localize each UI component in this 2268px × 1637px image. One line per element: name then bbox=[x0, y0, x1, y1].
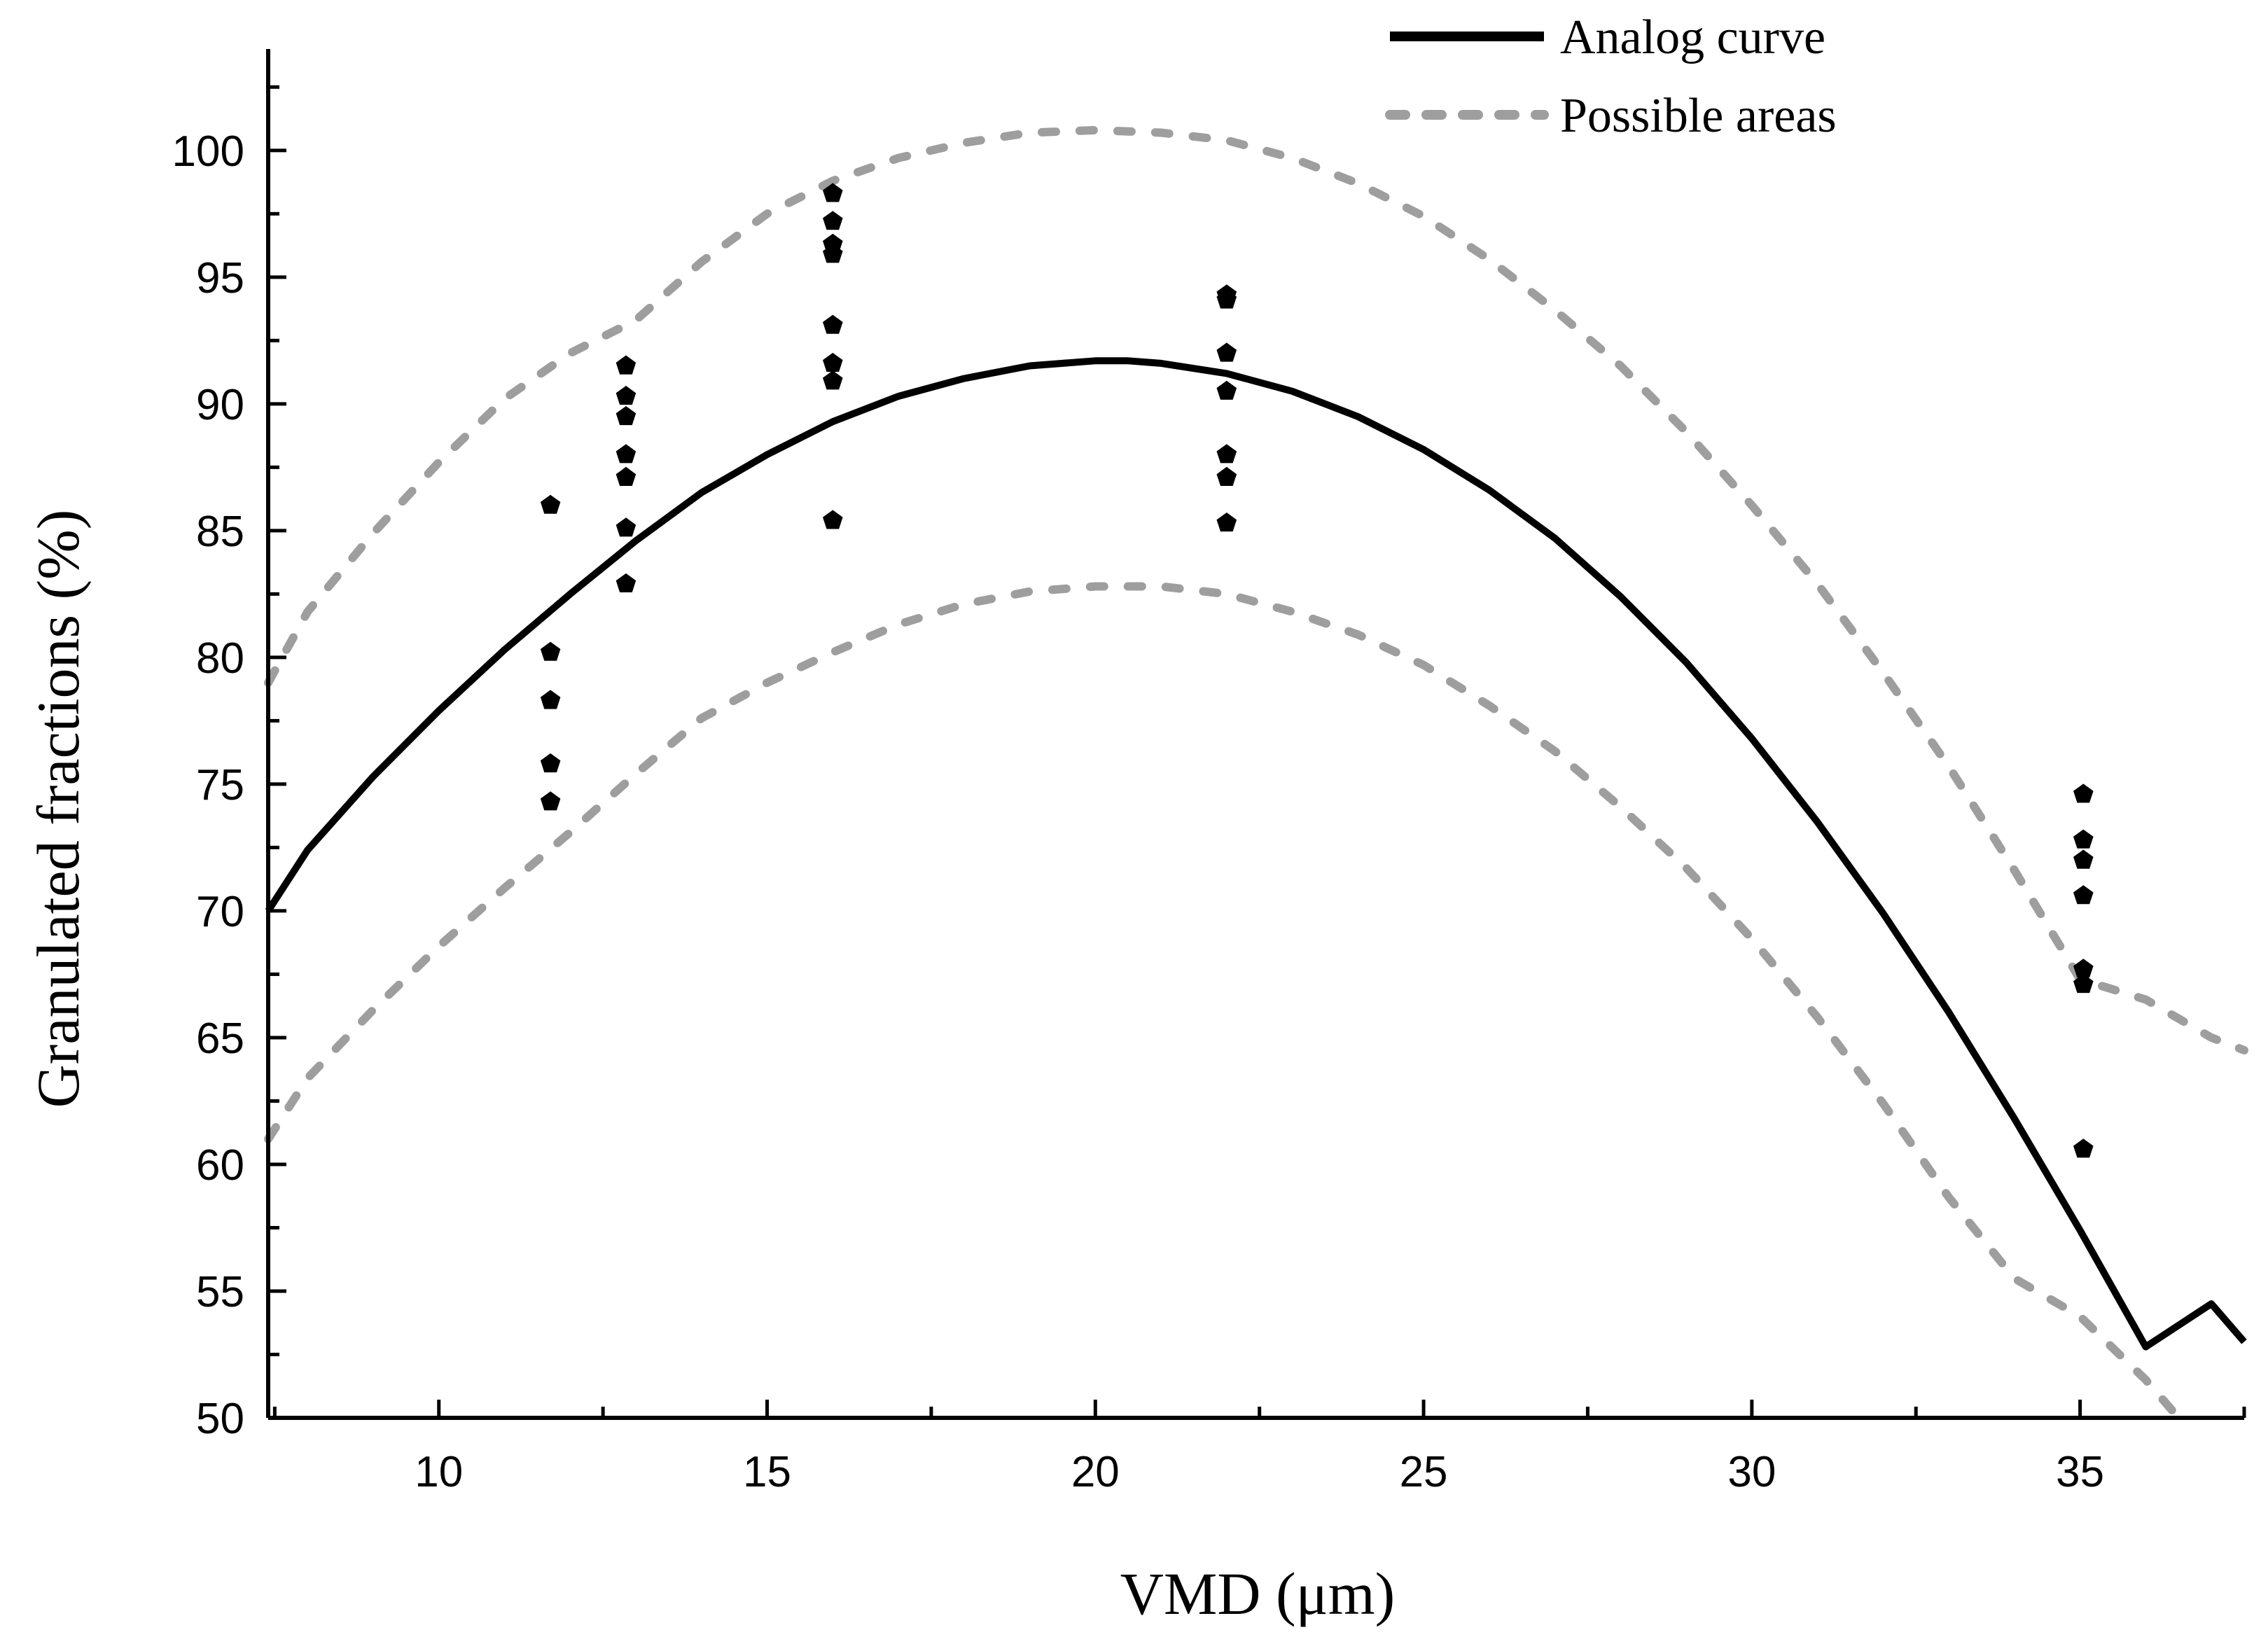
data-point bbox=[2073, 885, 2094, 905]
y-tick-label: 55 bbox=[196, 1268, 244, 1316]
possible-area-lower-line bbox=[264, 582, 2176, 1415]
y-tick-label: 75 bbox=[196, 761, 244, 809]
y-axis-title: Granulated fractions (%) bbox=[25, 510, 92, 1108]
legend: Analog curve Possible areas bbox=[1385, 11, 1837, 143]
data-point bbox=[2073, 829, 2094, 849]
ticks bbox=[268, 85, 2246, 1420]
y-tick-label: 60 bbox=[196, 1141, 244, 1190]
data-point bbox=[2073, 783, 2094, 803]
legend-label-possible: Possible areas bbox=[1560, 89, 1837, 143]
y-tick-label: 90 bbox=[196, 381, 244, 429]
tick-labels: 50 55 60 65 70 75 80 85 90 95 100 10 15 20 25 30 35 bbox=[172, 127, 2105, 1496]
x-tick-label: 35 bbox=[2056, 1448, 2104, 1496]
data-point bbox=[540, 791, 561, 811]
data-point bbox=[2073, 959, 2094, 978]
data-point bbox=[540, 494, 561, 514]
data-point bbox=[1216, 513, 1237, 532]
data-points bbox=[540, 183, 2094, 1158]
data-point bbox=[540, 690, 561, 709]
y-tick-label: 80 bbox=[196, 634, 244, 683]
x-axis-title: VMD (μm) bbox=[1120, 1560, 1395, 1627]
y-tick-label: 50 bbox=[196, 1395, 244, 1443]
data-point bbox=[2073, 849, 2094, 869]
data-point bbox=[823, 314, 843, 334]
y-tick-label: 70 bbox=[196, 888, 244, 936]
axes bbox=[266, 49, 2244, 1420]
data-point bbox=[615, 444, 636, 464]
data-point bbox=[823, 370, 843, 390]
data-point bbox=[615, 386, 636, 405]
x-tick-label: 20 bbox=[1071, 1448, 1120, 1496]
data-point bbox=[540, 753, 561, 773]
data-point bbox=[823, 352, 843, 372]
data-point bbox=[2073, 1138, 2094, 1158]
plot-lines bbox=[264, 125, 2248, 1415]
y-tick-label: 85 bbox=[196, 508, 244, 556]
legend-label-analog: Analog curve bbox=[1560, 11, 1825, 64]
x-tick-label: 15 bbox=[743, 1448, 791, 1496]
data-point bbox=[615, 573, 636, 592]
data-point bbox=[540, 641, 561, 661]
data-point bbox=[2073, 973, 2094, 994]
x-tick-label: 25 bbox=[1400, 1448, 1448, 1496]
data-point bbox=[1216, 342, 1237, 362]
x-tick-label: 10 bbox=[415, 1448, 463, 1496]
y-tick-label: 65 bbox=[196, 1015, 244, 1063]
data-point bbox=[615, 466, 636, 486]
possible-area-upper-line bbox=[264, 125, 2248, 1054]
y-tick-label: 95 bbox=[196, 254, 244, 302]
x-tick-label: 30 bbox=[1727, 1448, 1776, 1496]
analog-curve-line bbox=[265, 357, 2247, 1351]
data-point bbox=[615, 517, 636, 537]
data-point bbox=[615, 355, 636, 375]
data-point bbox=[823, 244, 843, 263]
data-point bbox=[615, 406, 636, 426]
y-tick-label: 100 bbox=[172, 127, 244, 176]
data-point bbox=[1216, 466, 1237, 486]
data-point bbox=[823, 183, 843, 202]
data-point bbox=[1216, 380, 1237, 400]
data-point bbox=[1216, 444, 1237, 464]
data-point bbox=[823, 211, 843, 230]
data-point bbox=[823, 510, 843, 529]
data-point bbox=[1216, 289, 1237, 309]
